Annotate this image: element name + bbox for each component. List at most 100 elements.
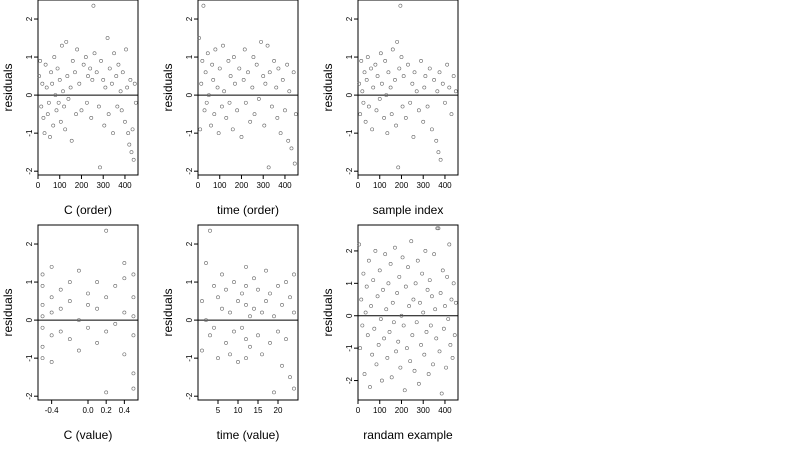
data-point — [49, 310, 54, 315]
y-tick-label: -2 — [25, 392, 34, 400]
data-point — [224, 341, 228, 345]
data-point — [212, 325, 216, 330]
data-point — [284, 337, 288, 342]
data-point — [364, 284, 369, 289]
data-point — [115, 104, 120, 109]
data-point — [43, 62, 48, 67]
data-point — [447, 85, 452, 90]
data-point — [63, 127, 68, 132]
data-point — [61, 89, 65, 94]
data-point — [240, 325, 244, 330]
y-tick-label: 0 — [25, 317, 34, 322]
data-point — [368, 385, 372, 389]
data-point — [244, 264, 248, 269]
data-point — [280, 363, 284, 368]
data-point — [426, 372, 431, 376]
x-tick-label: 300 — [417, 181, 431, 190]
data-point — [89, 116, 94, 120]
data-point — [244, 283, 248, 288]
data-point — [414, 320, 419, 325]
x-tick-label: 200 — [75, 181, 89, 190]
data-point — [435, 89, 440, 94]
data-point — [204, 100, 209, 105]
data-point — [411, 135, 416, 139]
data-point — [83, 55, 88, 59]
data-point — [388, 85, 393, 90]
x-tick-label: 300 — [257, 181, 271, 190]
x-axis-title: time (value) — [217, 428, 280, 442]
data-point — [403, 284, 408, 289]
x-axis-title: C (order) — [64, 203, 112, 217]
data-point — [393, 245, 397, 250]
data-point — [396, 165, 401, 170]
x-tick-label: 400 — [438, 406, 452, 415]
data-point — [265, 43, 270, 48]
data-point — [131, 371, 136, 376]
data-point — [49, 295, 54, 300]
data-point — [401, 323, 406, 328]
y-tick-label: -2 — [185, 167, 194, 175]
data-point — [440, 81, 445, 86]
data-point — [366, 258, 371, 263]
data-point — [395, 291, 400, 295]
x-tick-label: 10 — [234, 406, 243, 415]
x-tick-label: 5 — [216, 406, 221, 415]
data-point — [131, 272, 136, 277]
data-point — [434, 138, 439, 143]
data-point — [365, 333, 370, 338]
data-point — [45, 112, 50, 117]
data-point — [285, 62, 290, 67]
data-point — [116, 62, 121, 67]
data-point — [248, 344, 252, 349]
data-point — [224, 287, 228, 292]
x-tick-label: 300 — [97, 181, 111, 190]
data-point — [77, 81, 82, 86]
data-point — [393, 77, 397, 82]
data-point — [65, 74, 70, 78]
data-point — [69, 138, 74, 143]
data-point — [413, 281, 418, 286]
data-point — [450, 355, 455, 360]
data-point — [380, 378, 384, 383]
data-point — [220, 104, 224, 109]
data-point — [453, 89, 458, 94]
data-point — [409, 239, 414, 244]
data-point — [86, 302, 90, 307]
data-point — [385, 131, 390, 136]
data-point — [68, 85, 73, 90]
data-point — [122, 261, 127, 265]
data-point — [397, 274, 402, 279]
data-point — [432, 252, 436, 257]
y-tick-label: -2 — [25, 167, 34, 175]
data-point — [383, 58, 388, 63]
data-point — [376, 343, 381, 347]
data-point — [67, 280, 72, 284]
data-point — [272, 390, 276, 395]
data-point — [427, 66, 432, 71]
data-point — [113, 322, 118, 326]
data-point — [423, 249, 428, 253]
data-point — [361, 271, 366, 276]
data-point — [201, 3, 206, 8]
data-point — [268, 341, 272, 345]
data-point — [452, 333, 457, 338]
data-point — [358, 112, 363, 117]
data-point — [53, 93, 58, 98]
data-point — [386, 70, 391, 75]
data-point — [224, 116, 229, 120]
data-point — [373, 249, 378, 253]
data-point — [200, 299, 204, 303]
y-tick-label: 1 — [185, 54, 194, 59]
data-point — [40, 302, 45, 307]
y-axis-title: residuals — [1, 63, 15, 111]
data-point — [74, 112, 78, 117]
data-point — [46, 100, 51, 105]
data-point — [385, 355, 390, 360]
data-point — [394, 349, 398, 354]
data-point — [439, 391, 444, 396]
data-point — [48, 135, 52, 139]
data-point — [37, 74, 41, 78]
scatter-panel: 0 100 200 300 400 -2 -1 0 1 2 C (order) residuals — [1, 0, 139, 217]
x-tick-label: 400 — [118, 181, 132, 190]
scatter-panel: 0 100 200 300 400 -2 -1 0 1 2 time (order) residual… — [161, 0, 299, 217]
